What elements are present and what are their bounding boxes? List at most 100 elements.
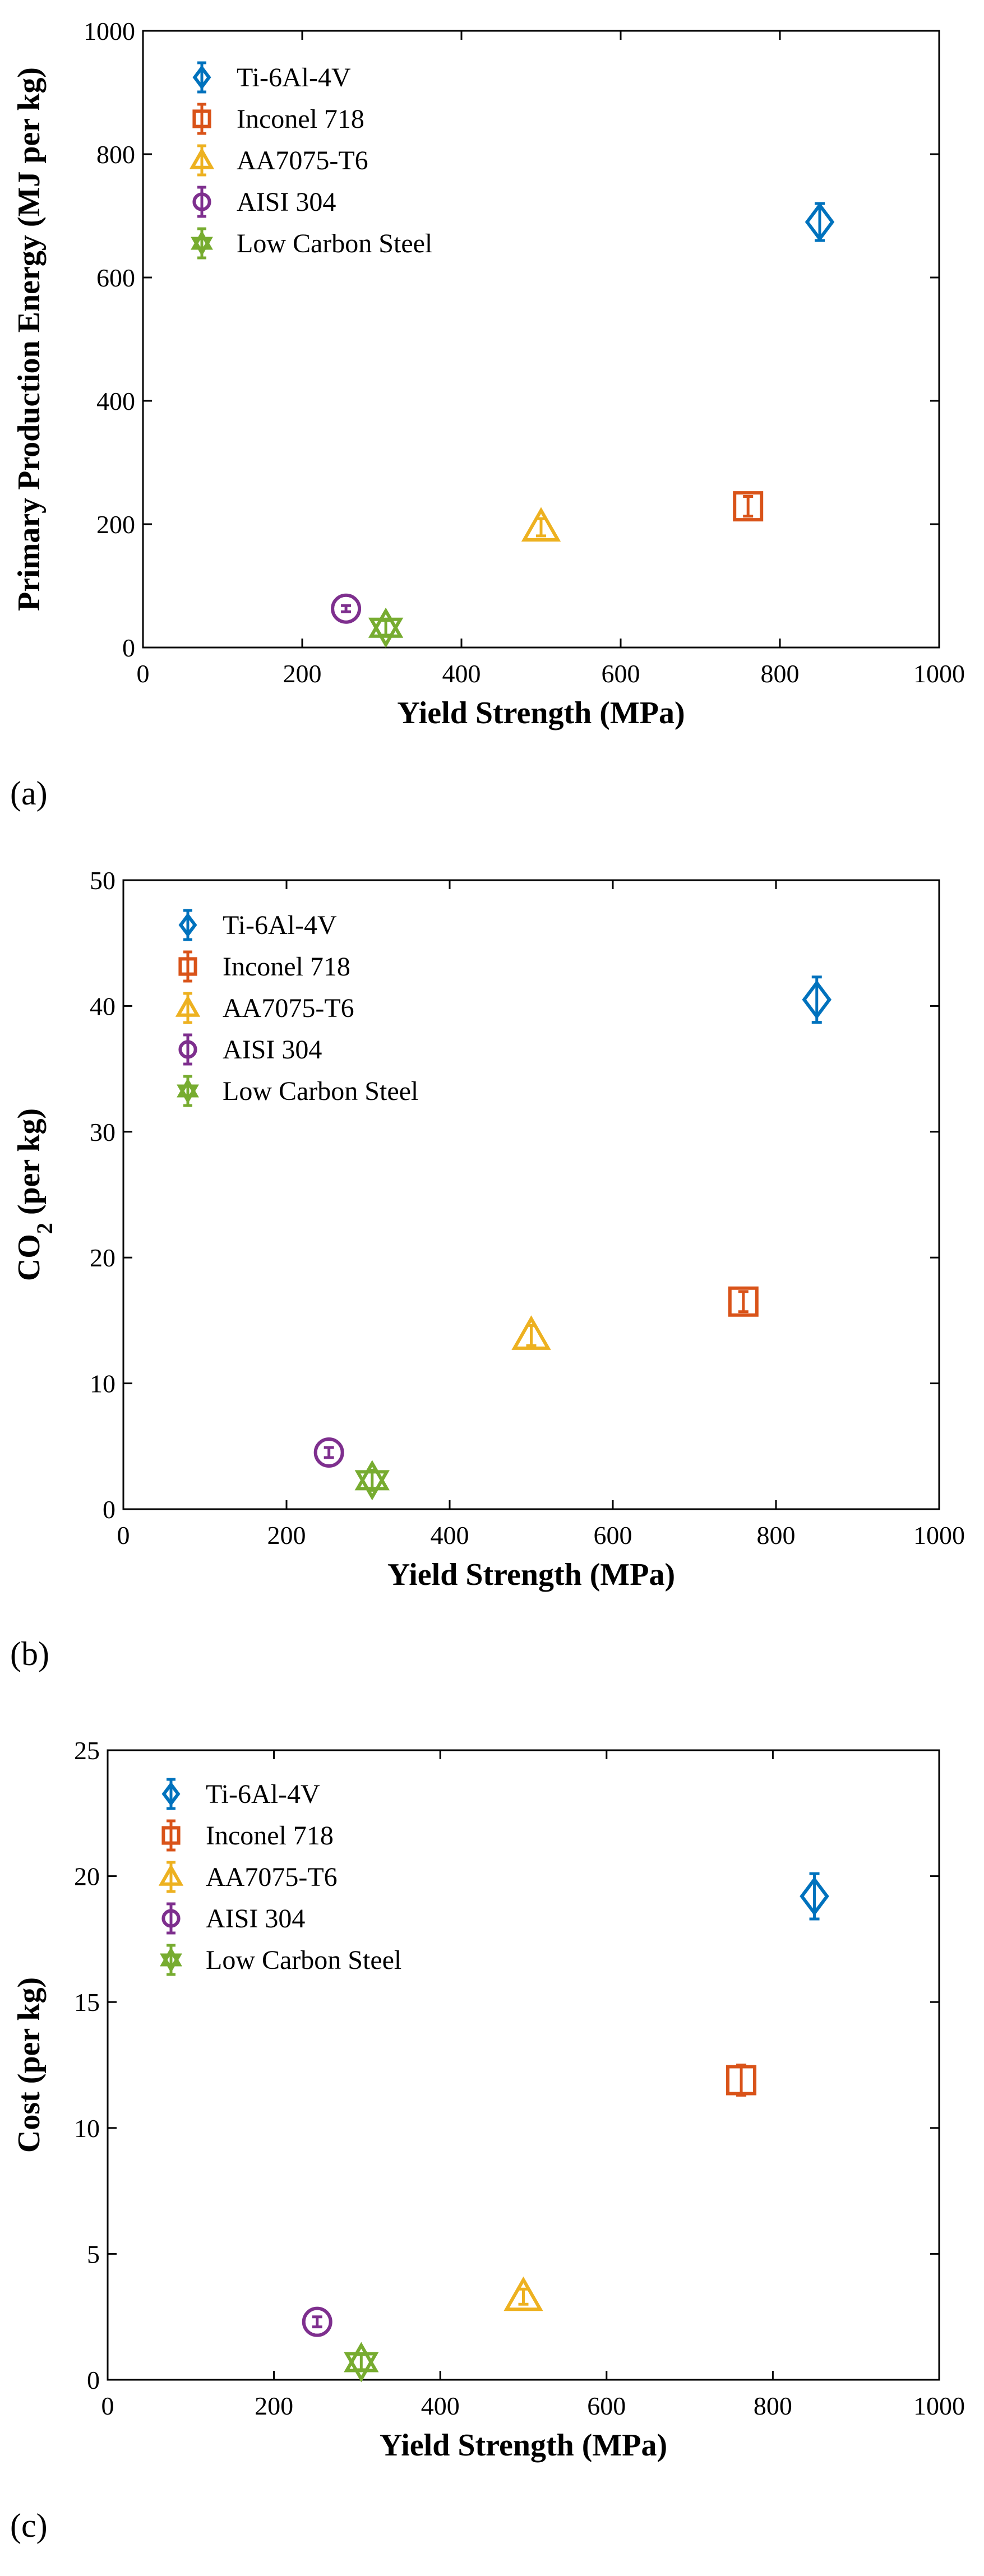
- panel-label-1: (a): [10, 775, 48, 812]
- x-tick-label: 400: [421, 2392, 460, 2420]
- x-tick-label: 1000: [913, 659, 965, 688]
- legend-circle-icon: [178, 1040, 197, 1059]
- y-axis-label: CO2 (per kg): [12, 1108, 57, 1281]
- x-tick-label: 1000: [913, 2392, 965, 2420]
- legend-triangle-icon: [158, 1863, 184, 1886]
- plot-frame: [142, 30, 940, 649]
- legend-label: AA7075-T6: [223, 993, 354, 1023]
- panel-label-2: (b): [10, 1635, 49, 1672]
- legend-label: AISI 304: [237, 187, 336, 217]
- legend-item: Inconel 718: [161, 1819, 334, 1852]
- y-axis-label: Primary Production Energy (MJ per kg): [12, 67, 47, 611]
- legend-item: Low Carbon Steel: [177, 1075, 418, 1107]
- y-tick-label: 25: [74, 1736, 100, 1765]
- y-tick-label: 15: [74, 1988, 100, 2017]
- x-tick-label: 800: [754, 2392, 792, 2420]
- legend-error-bar: [167, 1819, 175, 1852]
- point-marker: [331, 593, 362, 624]
- legend: Ti-6Al-4V Inconel 718 AA7075-T6 AISI 304 Low…: [189, 61, 432, 260]
- error-bar: [743, 495, 754, 518]
- x-tick-label: 800: [757, 1521, 796, 1550]
- y-tick-label: 600: [96, 263, 135, 292]
- y-tick-label: 40: [90, 992, 116, 1020]
- legend-item: Ti-6Al-4V: [178, 909, 337, 941]
- x-tick-label: 600: [594, 1521, 632, 1550]
- y-tick-label: 5: [87, 2240, 100, 2268]
- legend-label: Inconel 718: [237, 104, 364, 134]
- x-tick-label: 200: [255, 2392, 293, 2420]
- legend-label: Low Carbon Steel: [223, 1076, 418, 1106]
- legend-label: Inconel 718: [206, 1821, 334, 1851]
- y-tick-label: 200: [96, 510, 135, 539]
- legend-label: AISI 304: [223, 1035, 322, 1065]
- error-bar: [381, 619, 391, 637]
- legend-item: AA7075-T6: [189, 144, 368, 177]
- legend-error-bar: [197, 103, 206, 135]
- data-point-low-carbon-steel: [344, 2342, 379, 2383]
- panel-label-3: (c): [10, 2507, 48, 2544]
- x-tick-label: 0: [137, 659, 150, 688]
- legend-circle-icon: [192, 192, 211, 211]
- x-tick-label: 200: [283, 659, 322, 688]
- legend-hexagram-icon: [160, 1946, 182, 1973]
- legend-diamond-icon: [161, 1782, 181, 1806]
- y-tick-label: 400: [96, 387, 135, 415]
- legend-item: Low Carbon Steel: [160, 1944, 401, 1976]
- legend-item: AA7075-T6: [158, 1861, 338, 1893]
- legend-label: Inconel 718: [223, 952, 350, 982]
- plot-frame: [107, 1749, 940, 2381]
- legend-hexagram-icon: [177, 1077, 199, 1104]
- y-tick-label: 10: [74, 2114, 100, 2143]
- error-bar: [526, 1324, 537, 1347]
- error-bar: [324, 1446, 334, 1459]
- data-point-aisi-304: [313, 1437, 344, 1468]
- error-bar: [815, 202, 825, 242]
- data-point-ti-6al-4v: [800, 1872, 829, 1921]
- error-bar: [518, 2287, 529, 2306]
- point-marker: [728, 1286, 759, 1317]
- legend: Ti-6Al-4V Inconel 718 AA7075-T6 AISI 304 Low…: [158, 1778, 401, 1976]
- y-tick-label: 30: [90, 1118, 116, 1146]
- legend-label: AISI 304: [206, 1904, 305, 1934]
- error-bar: [312, 2315, 322, 2329]
- y-tick-label: 0: [103, 1495, 116, 1524]
- x-tick-label: 800: [761, 659, 800, 688]
- legend-triangle-icon: [175, 995, 201, 1017]
- data-point-ti-6al-4v: [802, 975, 831, 1024]
- legend-square-icon: [161, 1826, 181, 1845]
- legend-square-icon: [192, 109, 211, 128]
- y-tick-label: 0: [87, 2366, 100, 2394]
- error-bar: [809, 1872, 820, 1921]
- data-point-ti-6al-4v: [805, 202, 835, 242]
- legend-item: Low Carbon Steel: [191, 227, 432, 260]
- legend-item: AA7075-T6: [175, 992, 354, 1024]
- chart-panel-3: 0 200 400 600 800 1000 0 5 10 15 20 25 Yield Strengt…: [12, 1736, 965, 2463]
- error-bar: [736, 2064, 747, 2097]
- point-marker: [733, 491, 764, 522]
- x-tick-label: 600: [587, 2392, 626, 2420]
- legend-label: Ti-6Al-4V: [223, 910, 337, 940]
- point-marker: [302, 2306, 332, 2337]
- x-tick-label: 0: [117, 1521, 130, 1550]
- y-tick-label: 20: [90, 1243, 116, 1272]
- data-point-aisi-304: [302, 2306, 332, 2337]
- data-point-low-carbon-steel: [368, 607, 404, 648]
- error-bar: [341, 604, 352, 613]
- y-tick-label: 50: [90, 866, 116, 895]
- legend-label: Ti-6Al-4V: [206, 1779, 320, 1809]
- y-axis-label: Cost (per kg): [12, 1977, 47, 2153]
- data-point-aa7075-t6: [503, 2276, 543, 2311]
- x-tick-label: 600: [602, 659, 640, 688]
- legend-item: Inconel 718: [192, 103, 364, 135]
- legend-item: Ti-6Al-4V: [161, 1778, 320, 1810]
- legend-hexagram-icon: [191, 230, 213, 257]
- chart-panel-1: 0 200 400 600 800 1000 0 200 400 600 800 1000 Yield …: [12, 17, 965, 730]
- point-marker: [726, 2065, 757, 2096]
- x-tick-label: 400: [442, 659, 481, 688]
- legend-error-bar: [183, 950, 192, 983]
- legend-square-icon: [178, 957, 197, 976]
- error-bar: [367, 1468, 377, 1492]
- y-tick-label: 20: [74, 1862, 100, 1891]
- legend: Ti-6Al-4V Inconel 718 AA7075-T6 AISI 304 Low…: [175, 909, 418, 1107]
